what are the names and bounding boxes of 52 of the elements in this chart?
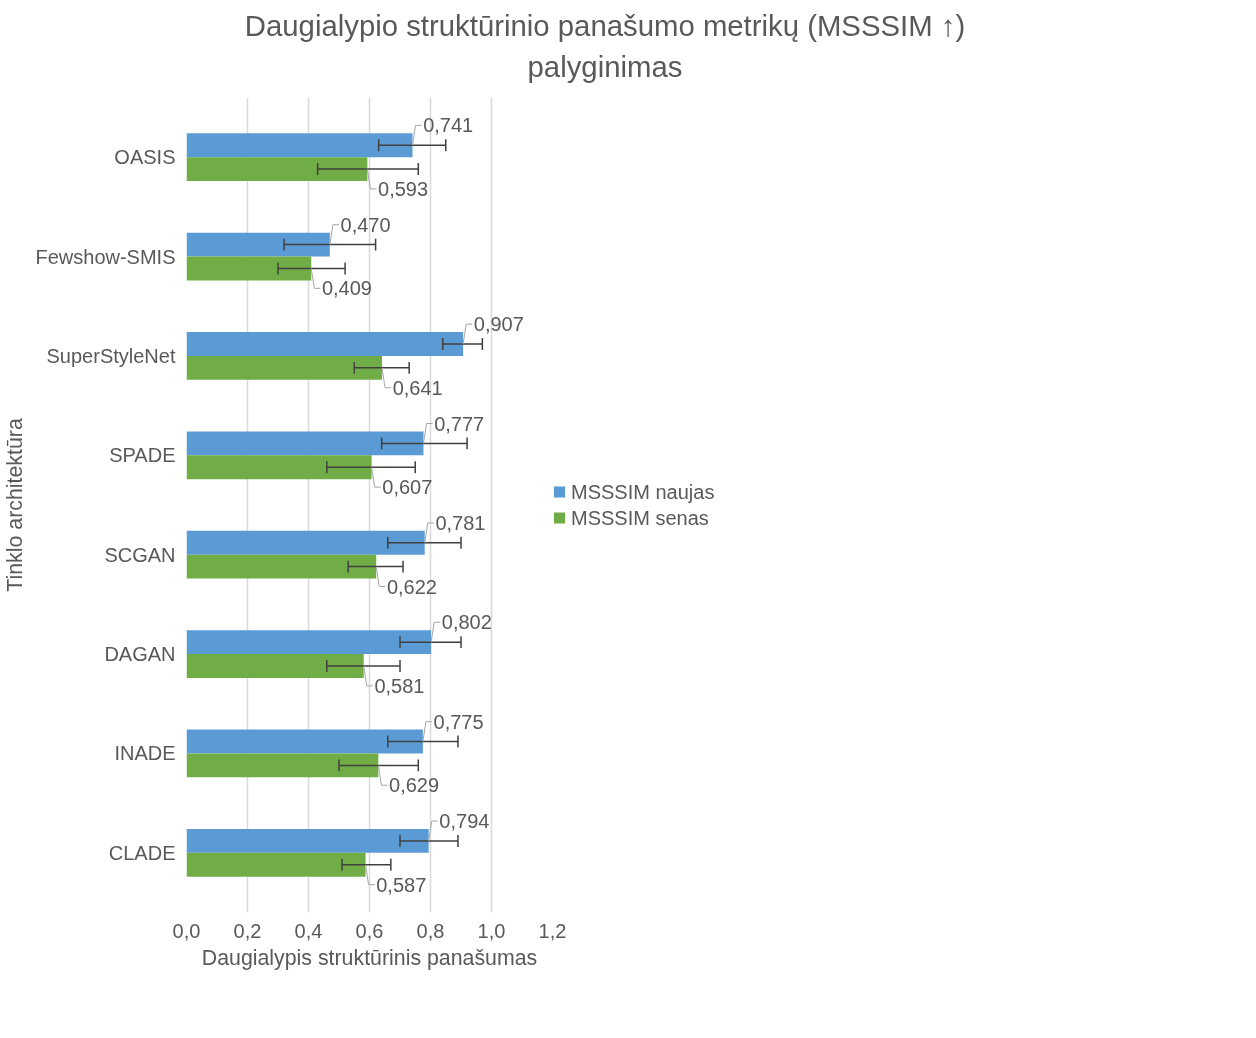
data-label: 0,622 — [386, 575, 437, 598]
x-tick-label: 0,2 — [233, 919, 262, 942]
data-label: 0,470 — [340, 213, 391, 236]
y-tick-label: INADE — [114, 742, 176, 765]
y-axis-title: Tinklo architektūra — [3, 418, 28, 592]
x-axis-title: Daugialypis struktūrinis panašumas — [201, 945, 538, 970]
x-tick-label: 0,8 — [416, 919, 445, 942]
y-tick-label: OASIS — [114, 146, 176, 169]
data-label: 0,409 — [321, 277, 372, 300]
data-label: 0,593 — [378, 178, 429, 201]
x-tick-label: 1,2 — [538, 919, 567, 942]
data-label: 0,641 — [392, 376, 443, 399]
data-label: 0,581 — [374, 674, 425, 697]
data-label: 0,587 — [376, 873, 427, 896]
x-tick-label: 0,4 — [294, 919, 323, 942]
bar — [186, 256, 312, 281]
bar — [186, 356, 383, 380]
bar — [186, 133, 413, 158]
bar — [186, 654, 364, 679]
data-label: 0,741 — [423, 114, 474, 137]
data-label: 0,777 — [434, 412, 485, 435]
bar — [186, 455, 372, 480]
bar — [186, 554, 377, 579]
bar — [186, 232, 330, 257]
data-label: 0,775 — [433, 710, 484, 733]
y-tick-label: CLADE — [108, 841, 176, 864]
legend-label: MSSSIM senas — [571, 506, 709, 530]
bar — [186, 729, 423, 754]
bar — [186, 852, 366, 877]
bar — [186, 530, 425, 555]
legend-label: MSSSIM naujas — [571, 480, 715, 504]
data-label: 0,907 — [473, 313, 524, 336]
data-label: 0,794 — [439, 810, 490, 833]
data-label: 0,781 — [435, 511, 486, 534]
bar — [186, 753, 379, 778]
bar — [186, 332, 464, 357]
data-label: 0,629 — [389, 774, 440, 797]
y-tick-label: DAGAN — [104, 643, 176, 666]
data-label: 0,802 — [441, 611, 492, 634]
x-tick-label: 0,6 — [355, 919, 384, 942]
x-tick-label: 0,0 — [172, 919, 201, 942]
y-tick-label: SCGAN — [104, 543, 176, 566]
bar — [186, 829, 429, 853]
y-tick-label: SPADE — [109, 444, 176, 467]
data-label: 0,607 — [382, 476, 433, 499]
bar — [186, 157, 368, 182]
x-tick-label: 1,0 — [477, 919, 506, 942]
bar — [186, 630, 432, 655]
bar — [186, 431, 424, 456]
chart-title: Daugialypio struktūrinio panašumo metrikų (MSSSIM ↑) palyginimas — [244, 8, 966, 86]
y-tick-label: SuperStyleNet — [46, 345, 176, 368]
y-tick-label: Fewshow-SMIS — [35, 245, 176, 268]
